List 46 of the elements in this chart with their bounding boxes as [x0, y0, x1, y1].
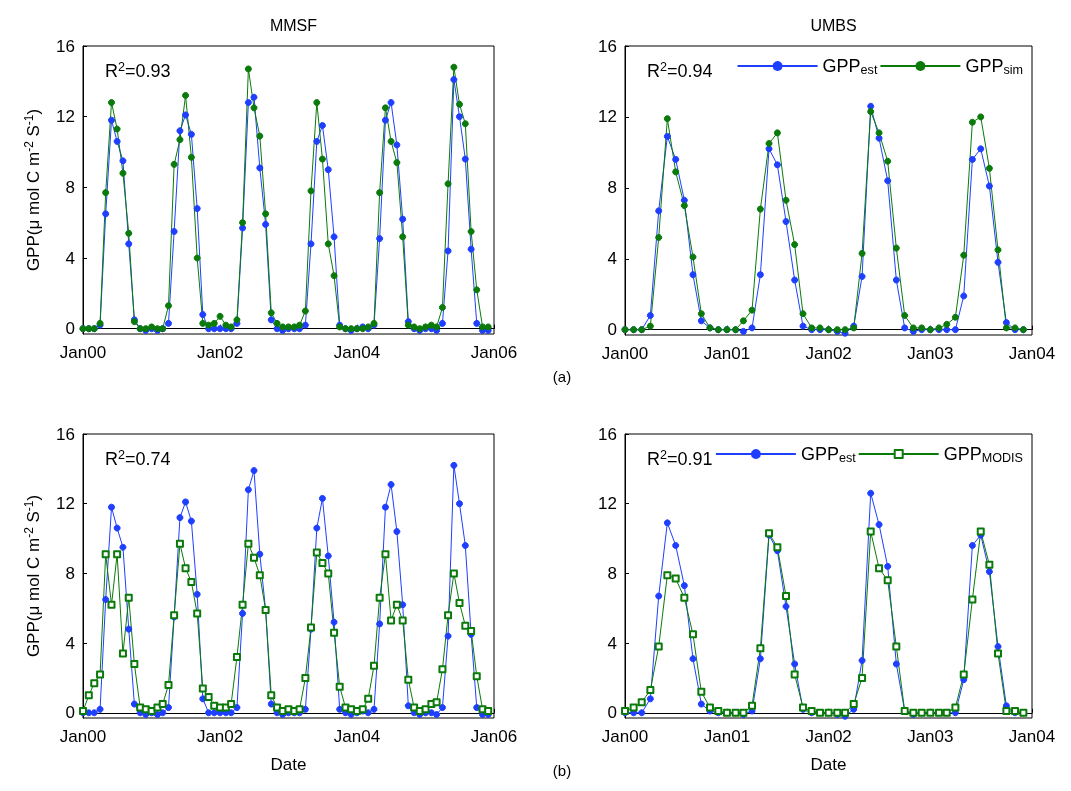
x-tick-label: Jan02	[805, 344, 852, 363]
x-tick-label: Jan04	[1008, 727, 1056, 746]
x-axis-title: Date	[810, 755, 847, 774]
x-tick-label: Jan03	[907, 344, 954, 363]
y-tick-label: 12	[598, 107, 617, 127]
y-tick-label: 16	[56, 424, 75, 444]
y-tick-label: 8	[65, 563, 75, 583]
x-tick-label: Jan00	[59, 727, 107, 746]
y-axis-title: GPP(μ mol C m-2 S-1)	[22, 494, 43, 658]
x-tick-label: Jan06	[470, 343, 518, 362]
y-tick-label: 12	[56, 107, 75, 127]
y-tick-label: 0	[607, 320, 617, 340]
x-tick-label: Jan02	[196, 727, 244, 746]
y-tick-label: 16	[598, 424, 617, 444]
x-tick-label: Jan04	[333, 727, 381, 746]
text: (b)	[552, 762, 572, 779]
x-axis-title: Date	[270, 755, 307, 774]
chart-title: UMBS	[810, 16, 857, 34]
y-tick-label: 4	[65, 633, 75, 653]
chart-title: MMSF	[269, 16, 318, 34]
y-tick-label: 8	[607, 563, 617, 583]
y-tick-label: 8	[607, 178, 617, 198]
y-tick-label: 0	[607, 703, 617, 723]
y-tick-label: 16	[598, 36, 617, 56]
y-tick-label: 4	[607, 249, 617, 269]
y-tick-label: 4	[65, 248, 75, 268]
y-tick-label: 0	[65, 703, 75, 723]
x-tick-label: Jan00	[59, 343, 107, 362]
y-tick-label: 4	[607, 633, 617, 653]
text: (a)	[552, 368, 572, 385]
y-tick-label: 16	[56, 36, 75, 56]
x-tick-label: Jan00	[601, 727, 649, 746]
x-tick-label: Jan06	[470, 727, 518, 746]
y-tick-label: 0	[65, 319, 75, 339]
x-tick-label: Jan02	[805, 727, 852, 746]
x-tick-label: Jan04	[1008, 344, 1056, 363]
y-tick-label: 8	[65, 177, 75, 197]
x-tick-label: Jan04	[333, 343, 381, 362]
x-tick-label: Jan03	[907, 727, 954, 746]
x-tick-label: Jan01	[703, 344, 751, 363]
x-tick-label: Jan00	[601, 344, 649, 363]
x-tick-label: Jan02	[196, 343, 244, 362]
y-tick-label: 12	[598, 494, 617, 514]
y-axis-title: GPP(μ mol C m-2 S-1)	[22, 108, 43, 272]
y-tick-label: 12	[56, 494, 75, 514]
x-tick-label: Jan01	[703, 727, 751, 746]
